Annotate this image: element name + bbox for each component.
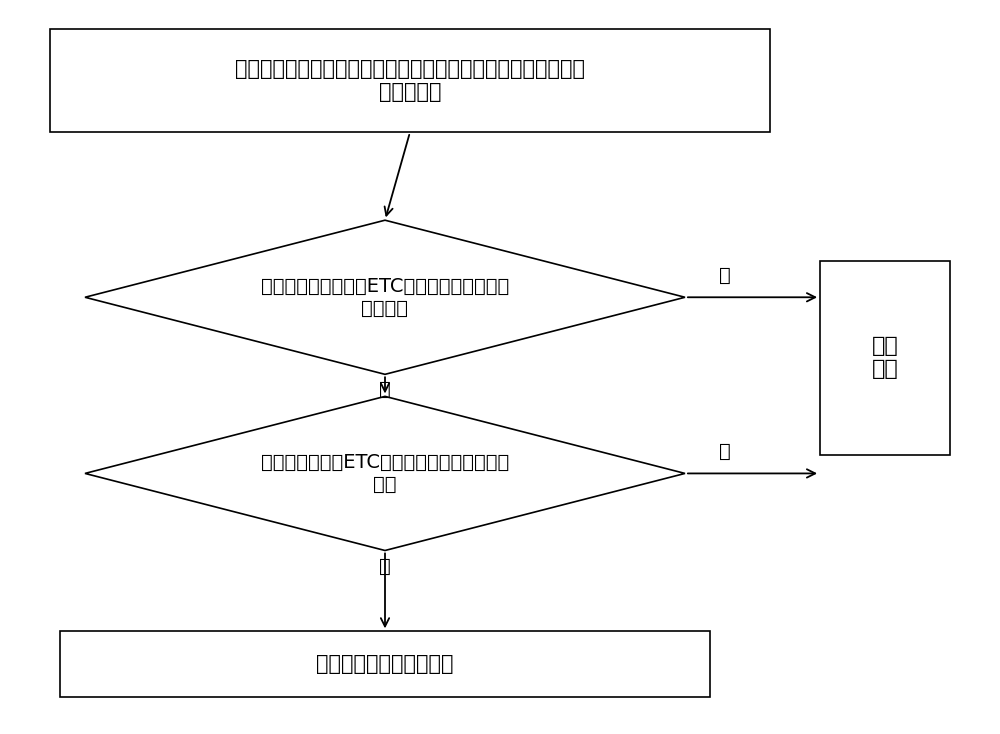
Text: 车辆行驶路径与ETC龙门架分段扣费行驶路径
一致: 车辆行驶路径与ETC龙门架分段扣费行驶路径 一致: [261, 453, 509, 494]
Text: 是: 是: [719, 266, 731, 285]
Polygon shape: [85, 220, 685, 374]
FancyBboxPatch shape: [50, 29, 770, 132]
Text: 放行
通车: 放行 通车: [872, 336, 898, 379]
Text: 否: 否: [379, 557, 391, 576]
FancyBboxPatch shape: [60, 631, 710, 697]
Text: 否: 否: [379, 379, 391, 399]
Text: 预估费用与高速出口ETC扣费金额相差不超过
预设阈值: 预估费用与高速出口ETC扣费金额相差不超过 预设阈值: [261, 277, 509, 318]
Polygon shape: [85, 396, 685, 550]
FancyBboxPatch shape: [820, 261, 950, 455]
Text: 禁止通车且存在逃费问题: 禁止通车且存在逃费问题: [316, 654, 454, 675]
Text: 是: 是: [719, 442, 731, 461]
Text: 获取车载定位断点信息并还原车辆行驶路径，计算车辆高速行驶
的预估费用: 获取车载定位断点信息并还原车辆行驶路径，计算车辆高速行驶 的预估费用: [235, 59, 585, 102]
